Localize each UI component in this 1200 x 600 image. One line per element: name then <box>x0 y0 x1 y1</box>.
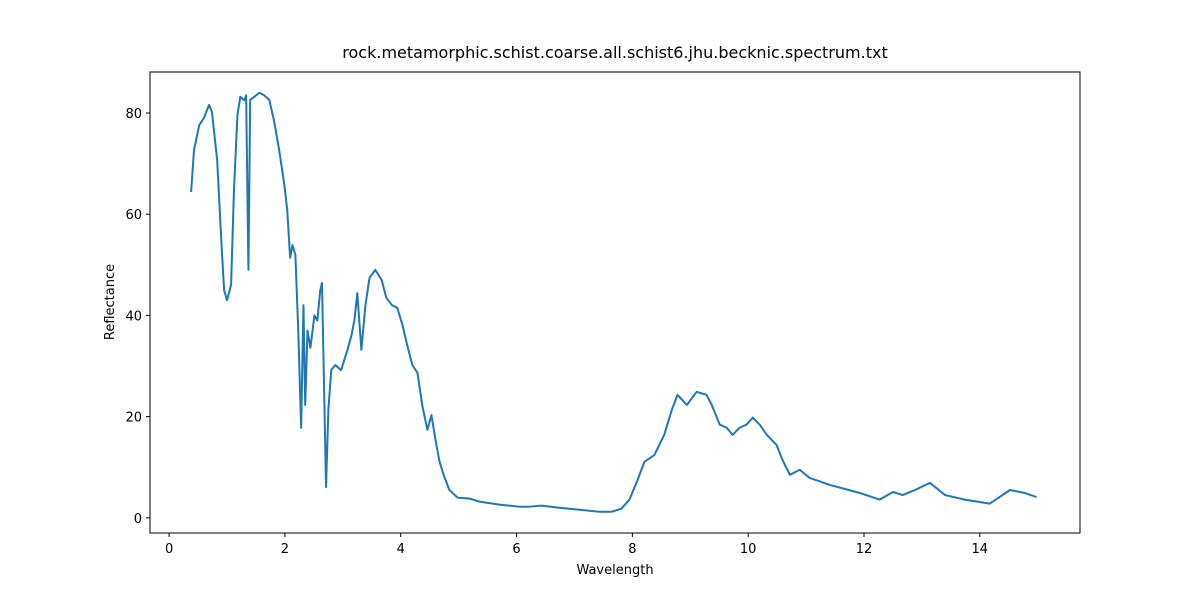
y-tick-label: 20 <box>125 411 142 426</box>
x-tick-label: 2 <box>281 542 289 557</box>
y-tick-label: 40 <box>125 309 142 324</box>
data-line <box>190 91 1037 513</box>
y-axis-label: Reflectance <box>103 264 118 340</box>
x-tick-label: 12 <box>856 542 873 557</box>
y-tick-label: 60 <box>125 208 142 223</box>
plot-frame <box>149 71 1081 534</box>
chart-title: rock.metamorphic.schist.coarse.all.schis… <box>342 43 887 62</box>
x-tick-label: 4 <box>397 542 405 557</box>
y-tick-label: 80 <box>125 107 142 122</box>
x-tick-label: 14 <box>972 542 989 557</box>
x-tick-label: 10 <box>740 542 757 557</box>
y-tick-label: 0 <box>134 512 142 527</box>
x-tick-label: 8 <box>628 542 636 557</box>
x-tick-label: 0 <box>165 542 173 557</box>
x-tick-label: 6 <box>512 542 520 557</box>
x-axis-label: Wavelength <box>576 563 653 578</box>
